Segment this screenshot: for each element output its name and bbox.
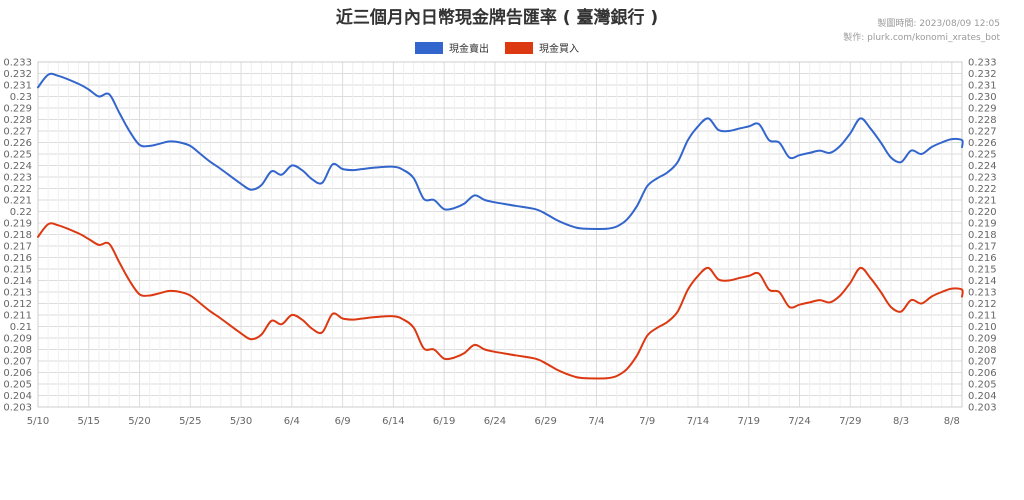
x-tick-label: 5/25 [179, 416, 201, 427]
y-tick-left: 0.219 [3, 219, 32, 230]
y-tick-right: 0.227 [968, 127, 997, 138]
y-tick-left: 0.226 [3, 138, 32, 149]
y-tick-right: 0.212 [968, 299, 997, 310]
x-tick-label: 8/8 [944, 416, 960, 427]
legend: 現金賣出 現金買入 [415, 42, 579, 55]
y-tick-right: 0.232 [968, 69, 997, 80]
y-tick-right: 0.209 [968, 334, 997, 345]
y-tick-left: 0.216 [3, 253, 32, 264]
x-tick-label: 6/14 [382, 416, 404, 427]
x-tick-label: 8/3 [893, 416, 909, 427]
series-line-buy [37, 222, 964, 380]
y-tick-right: 0.215 [968, 265, 997, 276]
y-tick-right: 0.207 [968, 357, 997, 368]
y-tick-left: 0.206 [3, 368, 32, 379]
y-tick-left: 0.215 [3, 265, 32, 276]
x-tick-label: 6/24 [484, 416, 506, 427]
y-tick-left: 0.213 [3, 288, 32, 299]
x-tick-label: 5/10 [27, 416, 49, 427]
legend-label-buy: 現金買入 [539, 42, 579, 55]
y-tick-right: 0.223 [968, 173, 997, 184]
y-tick-left: 0.231 [3, 81, 32, 92]
y-tick-left: 0.209 [3, 334, 32, 345]
x-tick-label: 7/29 [839, 416, 861, 427]
legend-swatch-sell [415, 42, 443, 54]
series-line-sell [37, 72, 964, 230]
y-tick-left: 0.205 [3, 380, 32, 391]
y-tick-left: 0.228 [3, 115, 32, 126]
y-tick-right: 0.219 [968, 219, 997, 230]
y-tick-left: 0.225 [3, 150, 32, 161]
y-tick-right: 0.220 [968, 207, 997, 218]
y-tick-right: 0.225 [968, 150, 997, 161]
y-tick-right: 0.217 [968, 242, 997, 253]
y-tick-right: 0.210 [968, 322, 997, 333]
y-tick-right: 0.214 [968, 276, 997, 287]
x-tick-label: 7/14 [687, 416, 709, 427]
y-tick-left: 0.203 [3, 403, 32, 414]
y-tick-left: 0.224 [3, 161, 32, 172]
y-tick-left: 0.229 [3, 104, 32, 115]
x-tick-label: 6/9 [335, 416, 351, 427]
y-tick-right: 0.218 [968, 230, 997, 241]
y-tick-left: 0.233 [3, 58, 32, 69]
y-tick-right: 0.216 [968, 253, 997, 264]
y-tick-left: 0.221 [3, 196, 32, 207]
x-tick-label: 5/20 [128, 416, 150, 427]
chart-meta-time: 製圖時間: 2023/08/09 12:05 [877, 17, 1000, 29]
y-tick-right: 0.226 [968, 138, 997, 149]
y-tick-right: 0.224 [968, 161, 997, 172]
y-tick-left: 0.223 [3, 173, 32, 184]
x-tick-label: 6/4 [284, 416, 300, 427]
y-tick-right: 0.233 [968, 58, 997, 69]
y-tick-left: 0.22 [10, 207, 32, 218]
x-tick-label: 7/19 [738, 416, 760, 427]
y-tick-right: 0.231 [968, 81, 997, 92]
plot-border [37, 61, 963, 408]
y-tick-right: 0.228 [968, 115, 997, 126]
x-tick-label: 5/30 [230, 416, 252, 427]
y-tick-left: 0.227 [3, 127, 32, 138]
y-tick-right: 0.204 [968, 391, 997, 402]
y-tick-left: 0.208 [3, 345, 32, 356]
grid [37, 61, 963, 408]
y-tick-left: 0.222 [3, 184, 32, 195]
legend-label-sell: 現金賣出 [449, 42, 489, 55]
y-axis-left: 0.2330.2320.2310.230.2290.2280.2270.2260… [3, 58, 32, 414]
x-tick-label: 5/15 [78, 416, 100, 427]
y-tick-right: 0.203 [968, 403, 997, 414]
y-tick-left: 0.21 [10, 322, 32, 333]
chart-meta-author: 製作: plurk.com/konomi_xrates_bot [843, 31, 1000, 43]
x-tick-label: 6/19 [433, 416, 455, 427]
y-tick-right: 0.229 [968, 104, 997, 115]
y-tick-left: 0.207 [3, 357, 32, 368]
y-tick-right: 0.230 [968, 92, 997, 103]
x-tick-label: 7/9 [639, 416, 655, 427]
x-tick-label: 7/24 [788, 416, 810, 427]
y-axis-right: 0.2330.2320.2310.2300.2290.2280.2270.226… [968, 58, 997, 414]
x-tick-label: 7/4 [588, 416, 604, 427]
y-tick-left: 0.211 [3, 311, 32, 322]
y-tick-right: 0.222 [968, 184, 997, 195]
y-tick-right: 0.206 [968, 368, 997, 379]
y-tick-left: 0.204 [3, 391, 32, 402]
y-tick-right: 0.221 [968, 196, 997, 207]
y-tick-left: 0.217 [3, 242, 32, 253]
legend-swatch-buy [505, 42, 533, 54]
x-axis: 5/10 5/15 5/20 5/25 5/30 6/4 6/9 6/14 6/19 6/24 6/… [27, 416, 960, 427]
y-tick-left: 0.212 [3, 299, 32, 310]
x-tick-label: 6/29 [534, 416, 556, 427]
chart-title: 近三個月內日幣現金牌告匯率 ( 臺灣銀行 ) [336, 7, 658, 28]
y-tick-left: 0.23 [10, 92, 32, 103]
y-tick-left: 0.232 [3, 69, 32, 80]
y-tick-left: 0.214 [3, 276, 32, 287]
y-tick-right: 0.208 [968, 345, 997, 356]
y-tick-right: 0.213 [968, 288, 997, 299]
y-tick-right: 0.205 [968, 380, 997, 391]
series-lines [37, 72, 964, 380]
y-tick-left: 0.218 [3, 230, 32, 241]
y-tick-right: 0.211 [968, 311, 997, 322]
